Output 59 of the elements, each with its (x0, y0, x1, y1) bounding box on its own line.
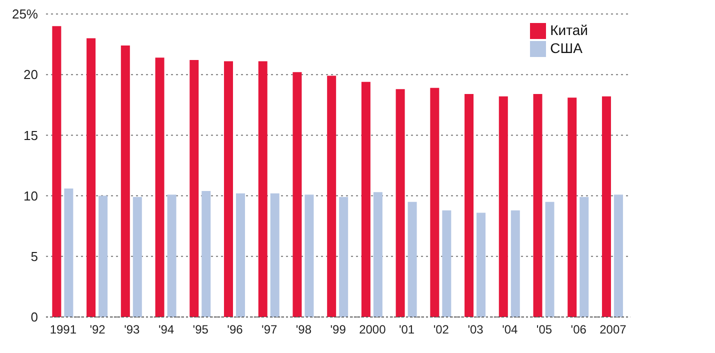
bar (270, 193, 280, 317)
bar (602, 96, 611, 317)
x-tick-label: 2007 (600, 322, 627, 337)
bar (86, 38, 96, 317)
x-tick-label: '93 (124, 322, 140, 337)
x-tick-label: '99 (330, 322, 346, 337)
x-tick-label: '01 (398, 322, 415, 337)
bar (52, 26, 62, 317)
legend-label: США (550, 40, 582, 56)
bar (442, 210, 452, 317)
x-tick-label: '95 (192, 322, 209, 337)
bar (396, 89, 405, 317)
bar (545, 202, 554, 317)
x-tick-label: '02 (433, 322, 450, 337)
bar (120, 46, 130, 317)
bar (155, 58, 164, 317)
bar (132, 197, 142, 317)
y-tick-label: 25% (12, 6, 38, 22)
x-tick-label: '96 (227, 322, 244, 337)
y-tick-label: 0 (30, 310, 38, 325)
x-tick-label: 1991 (50, 322, 77, 337)
bar (430, 88, 440, 317)
x-tick-label: '92 (90, 322, 106, 337)
y-tick-label: 10 (24, 188, 38, 204)
bar (258, 61, 268, 317)
bar (236, 193, 245, 317)
bar (464, 94, 474, 317)
bar (292, 72, 302, 317)
bar (98, 196, 108, 317)
x-tick-label: 2000 (359, 322, 386, 337)
bar (476, 212, 486, 317)
y-tick-label: 15 (24, 128, 38, 143)
bar (327, 76, 336, 317)
bar (304, 194, 314, 317)
x-tick-label: '03 (468, 322, 484, 337)
bar (408, 202, 417, 317)
x-tick-label: '05 (536, 322, 552, 337)
x-tick-label: '06 (570, 322, 587, 337)
bar (580, 197, 589, 317)
legend-label: Китай (550, 22, 588, 38)
bar (167, 194, 176, 317)
bar (533, 94, 542, 317)
y-tick-label: 20 (24, 67, 38, 82)
x-tick-label: '97 (262, 322, 278, 337)
y-tick-label: 5 (30, 249, 38, 264)
bar (614, 194, 623, 317)
x-tick-label: '04 (502, 322, 518, 337)
bar (224, 61, 233, 317)
bar (373, 192, 382, 317)
x-tick-label: '94 (158, 322, 174, 337)
x-tick-label: '98 (296, 322, 312, 337)
bar (339, 197, 348, 317)
bar (510, 210, 520, 317)
bar (568, 98, 577, 317)
bar (361, 82, 370, 317)
bar (64, 188, 74, 317)
bar (498, 96, 508, 317)
bar (190, 60, 199, 317)
bar (202, 190, 211, 317)
